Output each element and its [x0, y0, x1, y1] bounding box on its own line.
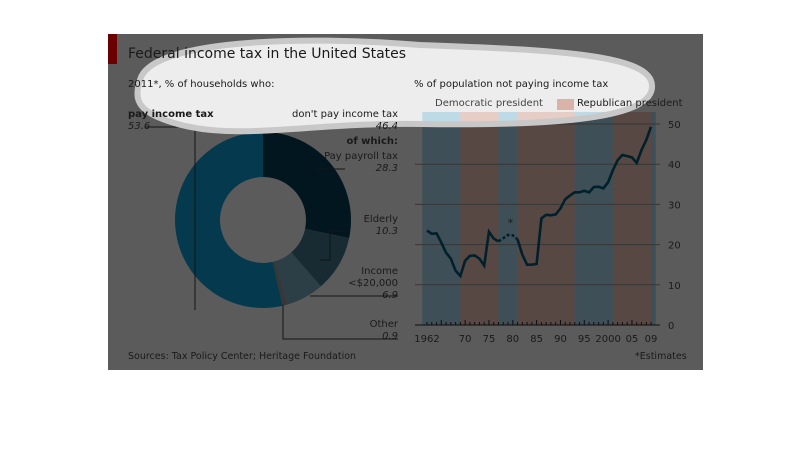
- accent-bar: [108, 34, 117, 64]
- income-label-2: <$20,000: [348, 278, 398, 289]
- source-note: Sources: Tax Policy Center; Heritage Fou…: [128, 351, 357, 362]
- dont-label: don't pay income tax: [292, 109, 398, 120]
- dont-value: 46.4: [375, 121, 398, 132]
- footnote: *Estimates: [635, 351, 687, 362]
- pay-label: pay income tax: [128, 109, 214, 120]
- income-label-1: Income: [361, 266, 398, 277]
- elderly-value: 10.3: [375, 226, 398, 237]
- legend-republican: Republican president: [577, 98, 683, 109]
- payroll-label: Pay payroll tax: [324, 151, 398, 162]
- income-value: 6.9: [382, 290, 398, 301]
- pay-value: 53.6: [128, 121, 151, 132]
- other-value: 0.9: [382, 331, 398, 342]
- elderly-label: Elderly: [363, 214, 398, 225]
- left-subtitle: 2011*, % of households who:: [128, 79, 275, 90]
- chart-title: Federal income tax in the United States: [128, 46, 407, 62]
- legend-democratic: Democratic president: [435, 98, 543, 109]
- right-subtitle: % of population not paying income tax: [414, 79, 609, 90]
- legend-republican-swatch: [557, 99, 574, 110]
- payroll-value: 28.3: [375, 163, 398, 174]
- other-label: Other: [369, 319, 398, 330]
- of-which-label: of which:: [346, 136, 398, 147]
